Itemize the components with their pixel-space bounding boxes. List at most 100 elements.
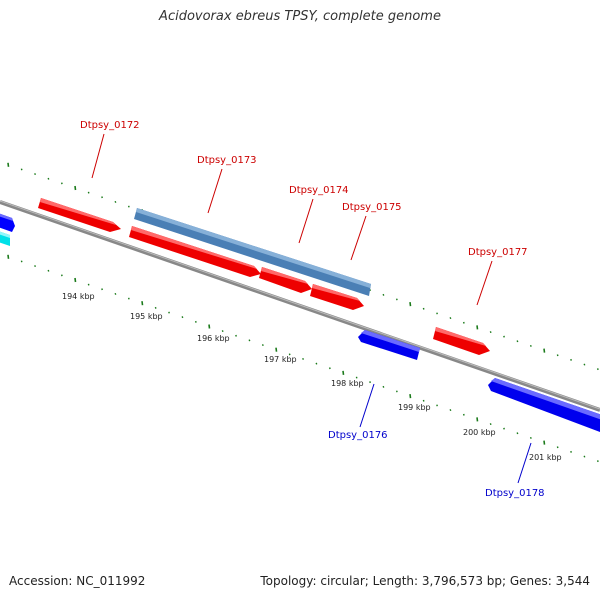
outer-tick [503,335,505,338]
outer-tick [60,182,63,185]
inner-tick [583,455,586,458]
genome-backbone [0,200,600,412]
inner-tick-row [7,254,599,463]
gene-dtpsy-0178[interactable] [488,378,600,432]
outer-tick [529,344,532,347]
leader-dtpsy-0178 [517,442,532,484]
leader-dtpsy-0177 [476,260,493,306]
inner-tick [395,390,398,393]
inner-tick [235,334,237,337]
gene-dtpsy-0175[interactable] [310,284,364,310]
label-dtpsy-0174: Dtpsy_0174 [289,185,349,196]
kbp-label-198: 198 kbp [331,379,364,388]
inner-tick [369,381,371,384]
inner-tick [529,436,532,439]
gene-dtpsy-0172[interactable] [38,198,121,232]
leader-dtpsy-0175 [350,215,367,261]
kbp-label-201: 201 kbp [529,453,562,462]
genome-backbone-highlight [0,200,600,410]
inner-tick [596,460,599,463]
inner-tick [194,320,197,323]
inner-tick [101,288,103,291]
inner-tick [20,260,23,263]
inner-tick [87,283,90,286]
kbp-label-197: 197 kbp [264,355,297,364]
label-dtpsy-0178: Dtpsy_0178 [485,488,545,499]
inner-tick [436,404,438,407]
inner-tick [60,274,63,277]
inner-tick [570,450,572,453]
outer-tick [101,196,103,199]
outer-tick [114,200,117,203]
gene-dtpsy-0177[interactable] [433,327,490,355]
inner-tick [328,367,331,370]
gene-partial-blue-left[interactable] [0,212,15,232]
inner-tick [275,347,278,352]
outer-tick [87,191,90,194]
kbp-label-199: 199 kbp [398,403,431,412]
outer-tick [556,354,559,357]
outer-tick [489,331,492,334]
inner-tick [221,330,224,333]
inner-tick [449,409,452,412]
leader-dtpsy-0172 [91,133,105,179]
inner-tick [141,301,144,306]
outer-tick [570,358,572,361]
inner-tick [302,357,304,360]
outer-tick [409,302,412,307]
kbp-label-196: 196 kbp [197,334,230,343]
kbp-label-200: 200 kbp [463,428,496,437]
kbp-label-194: 194 kbp [62,292,95,301]
leader-dtpsy-0173 [207,168,223,214]
outer-tick [436,312,438,315]
outer-tick [382,293,385,296]
inner-tick [342,370,345,375]
gene-dtpsy-0173[interactable] [134,208,371,296]
outer-tick [462,321,465,324]
outer-tick [422,307,425,310]
kbp-label-195: 195 kbp [130,312,163,321]
inner-tick [154,306,157,309]
inner-tick [315,362,318,365]
outer-tick [20,168,23,171]
inner-tick [556,446,559,449]
outer-tick [543,348,546,353]
label-dtpsy-0173: Dtpsy_0173 [197,155,257,166]
outer-tick [7,162,10,167]
outer-tick [74,185,77,191]
inner-tick [503,427,505,430]
inner-tick [114,292,117,295]
outer-tick [127,205,130,208]
outer-tick [476,325,479,330]
leader-dtpsy-0176 [359,383,375,428]
outer-tick [34,173,36,176]
gene-red-under-0173[interactable] [129,226,261,277]
map-title: Acidovorax ebreus TPSY, complete genome [159,9,441,24]
inner-tick [127,297,130,300]
inner-tick [543,440,546,445]
label-dtpsy-0175: Dtpsy_0175 [342,202,402,213]
gene-partial-cyan-left[interactable] [0,230,10,246]
inner-tick [489,423,492,426]
gene-dtpsy-0176[interactable] [358,330,420,360]
inner-tick [248,339,251,342]
inner-tick [355,376,358,379]
inner-tick [409,394,412,399]
outer-tick [449,317,452,320]
gene-dtpsy-0174[interactable] [259,267,312,293]
label-dtpsy-0172: Dtpsy_0172 [80,120,140,131]
inner-tick [47,269,50,272]
inner-tick [261,344,264,347]
inner-tick [516,432,519,435]
leader-dtpsy-0174 [298,198,314,244]
label-dtpsy-0177: Dtpsy_0177 [468,247,528,258]
inner-tick [382,385,385,388]
inner-tick [288,353,291,356]
inner-tick [208,324,211,329]
inner-tick [422,399,425,402]
inner-tick [476,417,479,422]
accession-text: Accession: NC_011992 [9,574,146,588]
inner-tick [34,265,36,268]
outer-tick [47,177,50,180]
